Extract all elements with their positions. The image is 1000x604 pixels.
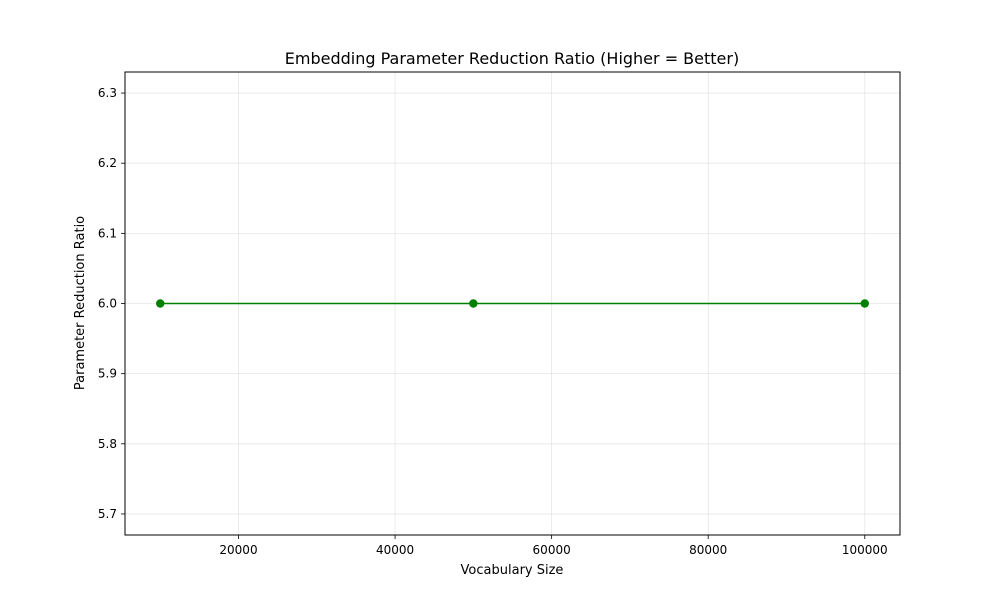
y-tick-label: 5.8 <box>98 437 117 451</box>
x-tick-label: 100000 <box>842 543 888 557</box>
x-tick-label: 40000 <box>376 543 414 557</box>
y-tick-label: 5.9 <box>98 367 117 381</box>
x-tick-label: 20000 <box>219 543 257 557</box>
data-point <box>469 299 478 308</box>
series-layer <box>156 299 869 308</box>
y-tick-label: 6.3 <box>98 86 117 100</box>
y-axis: 5.7 5.8 5.9 6.0 6.1 6.2 6.3 <box>98 86 125 521</box>
x-tick-label: 60000 <box>533 543 571 557</box>
data-point <box>156 299 165 308</box>
data-point <box>860 299 869 308</box>
y-tick-label: 6.2 <box>98 156 117 170</box>
x-axis: 20000 40000 60000 80000 100000 <box>219 535 888 557</box>
y-tick-label: 6.0 <box>98 297 117 311</box>
x-tick-label: 80000 <box>689 543 727 557</box>
y-tick-label: 6.1 <box>98 226 117 240</box>
x-axis-label: Vocabulary Size <box>461 563 564 578</box>
y-axis-label: Parameter Reduction Ratio <box>73 216 88 390</box>
chart-title: Embedding Parameter Reduction Ratio (Hig… <box>285 49 739 68</box>
y-tick-label: 5.7 <box>98 507 117 521</box>
